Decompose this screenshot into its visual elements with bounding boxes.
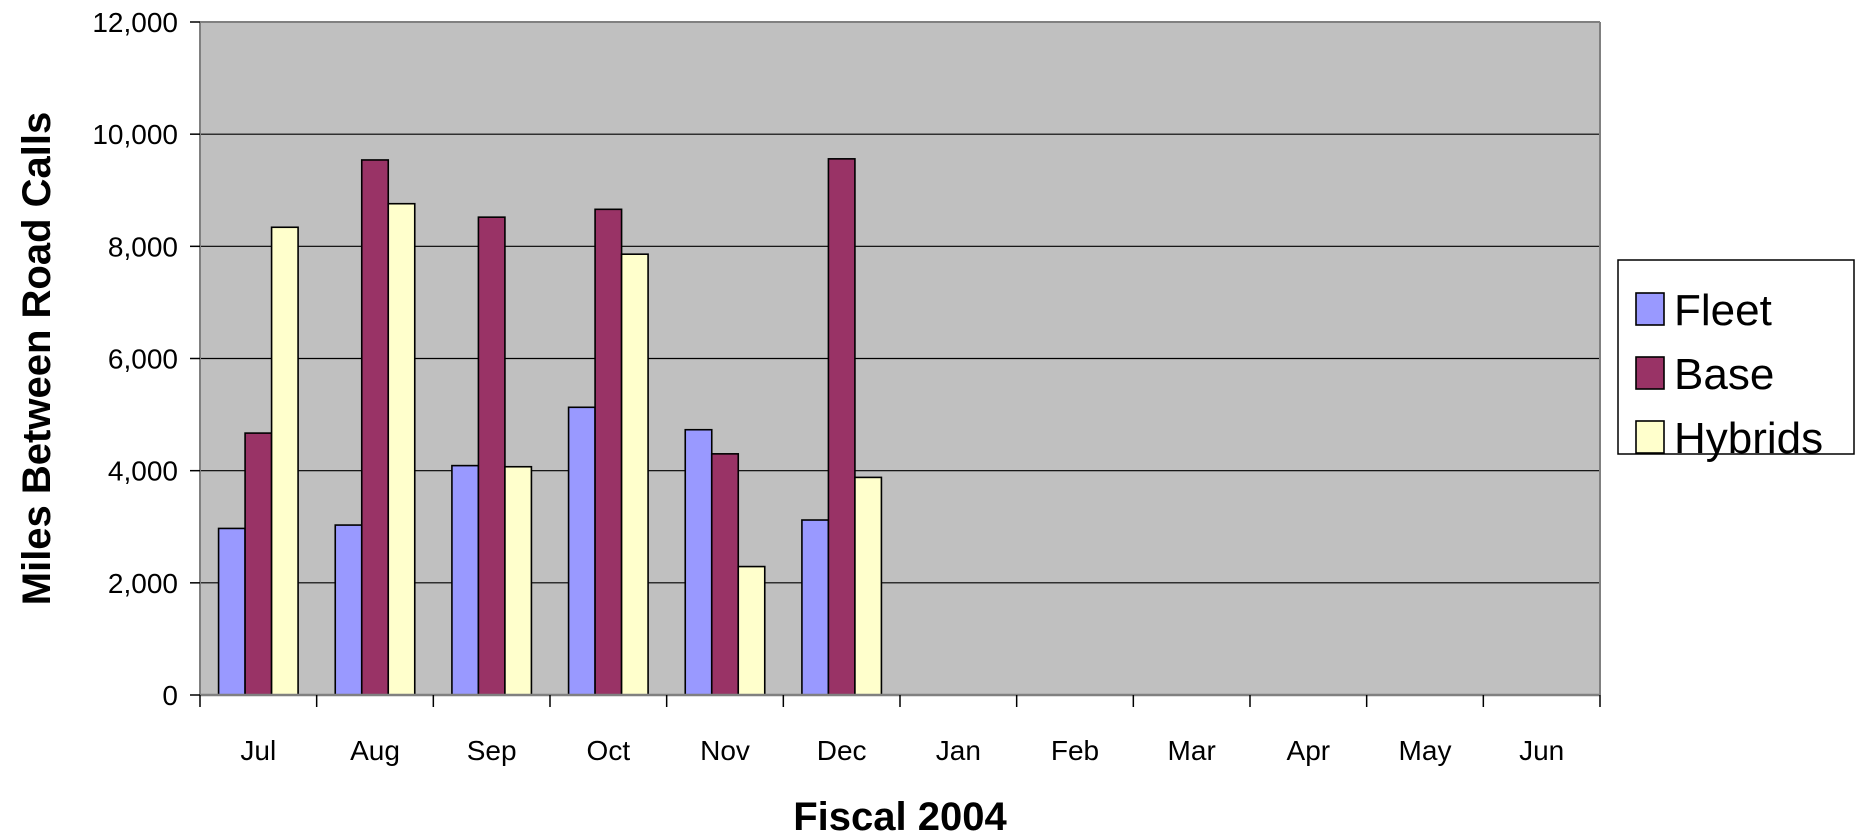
y-tick-label: 10,000 [92, 119, 178, 150]
x-tick-labels: Jul Aug Sep Oct Nov Dec Jan Feb Mar Apr May Jun [199, 695, 1601, 766]
bar-base [710, 453, 740, 696]
bar-fleet [684, 428, 713, 696]
legend-label-base: Base [1674, 350, 1774, 399]
x-tick-label: Dec [817, 735, 867, 766]
legend-swatch-fleet [1635, 292, 1665, 326]
y-axis-title: Miles Between Road Calls [15, 112, 59, 605]
bar-hybrids [620, 253, 649, 696]
x-tick-label: May [1399, 735, 1452, 766]
y-tick-labels: 0 2,000 4,000 6,000 8,000 10,000 12,000 [92, 7, 200, 711]
x-tick-label: Mar [1168, 735, 1216, 766]
bar-fleet [567, 406, 596, 696]
legend-swatch-hybrids [1635, 420, 1665, 454]
y-tick-label: 6,000 [108, 344, 178, 375]
x-tick-label: Jun [1519, 735, 1564, 766]
bar-fleet [801, 519, 830, 696]
bars [217, 158, 883, 696]
bar-base [477, 216, 506, 696]
bar-base [360, 159, 390, 696]
y-tick-label: 8,000 [108, 231, 178, 262]
bar-fleet [217, 527, 246, 696]
x-axis-title: Fiscal 2004 [793, 795, 1007, 837]
y-tick-label: 4,000 [108, 456, 178, 487]
x-tick-label: Jul [240, 735, 276, 766]
legend-label-fleet: Fleet [1674, 286, 1772, 335]
x-tick-label: Apr [1287, 735, 1331, 766]
legend: Fleet Base Hybrids [1617, 259, 1855, 463]
bar-fleet [334, 524, 363, 696]
y-tick-label: 0 [162, 680, 178, 711]
bar-hybrids [854, 476, 883, 696]
x-tick-label: Oct [587, 735, 631, 766]
bar-fleet [451, 464, 480, 696]
x-tick-label: Sep [467, 735, 517, 766]
bar-base [827, 158, 856, 696]
legend-label-hybrids: Hybrids [1674, 414, 1823, 463]
bar-hybrids [504, 465, 533, 696]
y-tick-label: 12,000 [92, 7, 178, 38]
bar-hybrids [387, 202, 416, 696]
bar-base [244, 432, 273, 696]
bar-hybrids [270, 226, 299, 696]
legend-swatch-base [1635, 356, 1665, 390]
x-tick-label: Nov [700, 735, 750, 766]
bar-base [594, 208, 623, 696]
bar-hybrids [737, 565, 766, 696]
y-tick-label: 2,000 [108, 568, 178, 599]
x-tick-label: Aug [350, 735, 400, 766]
x-tick-label: Feb [1051, 735, 1099, 766]
x-tick-label: Jan [936, 735, 981, 766]
